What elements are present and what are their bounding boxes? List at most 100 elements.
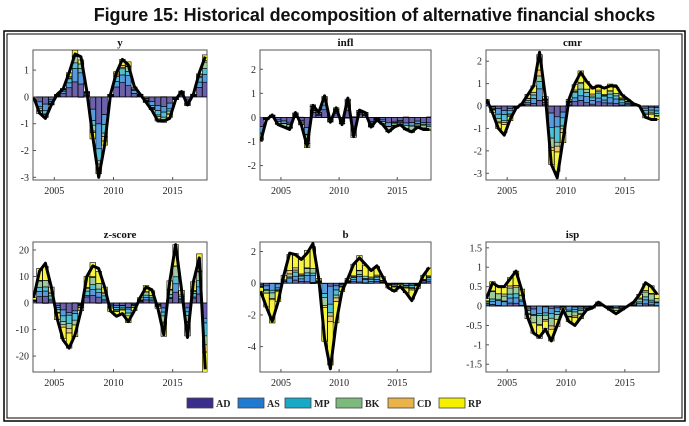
- bar-AS: [142, 296, 150, 301]
- bar-AS: [414, 120, 421, 124]
- total-line: [260, 94, 430, 148]
- y-tick-label: -1: [474, 124, 482, 135]
- bar-BK: [95, 283, 102, 290]
- bar-AS: [60, 309, 67, 317]
- bar-AD: [60, 302, 67, 311]
- bar-AS: [554, 307, 561, 312]
- bar-MP: [321, 293, 328, 298]
- bar-AD: [601, 102, 608, 107]
- plot-content: [260, 242, 431, 371]
- bar-AD: [36, 296, 43, 304]
- bar-AD: [391, 117, 398, 122]
- bar-MP: [536, 313, 543, 316]
- y-tick-label: 0.5: [470, 282, 483, 293]
- bar-CD: [286, 270, 293, 275]
- bar-CD: [327, 315, 334, 323]
- x-tick-label: 2015: [387, 186, 407, 197]
- legend-item-BK: BK: [335, 397, 380, 410]
- y-tick-label: -20: [16, 352, 29, 363]
- bar-AS: [89, 289, 96, 296]
- bar-AS: [95, 292, 102, 298]
- bar-MP: [524, 100, 531, 103]
- bar-AD: [154, 96, 161, 107]
- bar-BK: [530, 92, 537, 96]
- bar-AS: [536, 88, 543, 101]
- bar-MP: [350, 277, 357, 281]
- y-tick-label: -1: [21, 119, 29, 130]
- bar-AS: [536, 305, 543, 314]
- bar-AS: [113, 305, 120, 308]
- outer-frame: [3, 30, 686, 422]
- bar-AS: [148, 101, 156, 106]
- x-tick-label: 2005: [271, 186, 291, 197]
- bar-AS: [304, 275, 311, 283]
- bar-AS: [542, 306, 549, 314]
- plot-area: [259, 241, 432, 373]
- bar-AS: [71, 68, 79, 83]
- bar-AD: [512, 302, 520, 307]
- x-tick-label: 2010: [556, 378, 576, 389]
- bar-MP: [648, 109, 655, 113]
- bar-AD: [554, 105, 561, 118]
- x-tick-label: 2010: [103, 378, 123, 389]
- bar-MP: [408, 285, 415, 288]
- bar-MP: [512, 293, 520, 299]
- y-tick-label: 1.5: [470, 243, 483, 254]
- bar-MP: [642, 296, 649, 301]
- bar-MP: [89, 284, 96, 290]
- total-line: [260, 242, 431, 371]
- y-tick-label: -2: [21, 146, 29, 157]
- legend: AD AS MP BK CD RP: [186, 397, 481, 410]
- bar-BK: [89, 277, 96, 285]
- bar-BK: [548, 317, 555, 327]
- bar-BK: [356, 270, 363, 275]
- bar-AD: [559, 105, 567, 113]
- y-tick-label: -0.5: [466, 321, 482, 332]
- y-tick-label: 0: [251, 113, 256, 124]
- bar-BK: [530, 315, 537, 324]
- x-tick-label: 2005: [271, 378, 291, 389]
- bar-AD: [583, 102, 590, 107]
- bar-BK: [362, 275, 369, 279]
- bar-AD: [71, 81, 79, 98]
- y-tick-label: 1: [24, 66, 29, 77]
- bar-BK: [554, 141, 561, 147]
- x-tick-label: 2005: [44, 186, 64, 197]
- bar-AS: [71, 310, 79, 314]
- bar-AS: [280, 120, 287, 124]
- bar-MP: [536, 80, 543, 90]
- plot-content: [486, 50, 659, 180]
- bar-BK: [286, 273, 293, 278]
- bar-AS: [489, 300, 496, 305]
- y-tick-label: 20: [19, 245, 29, 256]
- legend-label: MP: [314, 399, 330, 410]
- bar-AD: [89, 96, 96, 110]
- y-tick-label: 2: [251, 65, 256, 76]
- bar-BK: [536, 315, 543, 325]
- bar-AS: [42, 290, 49, 297]
- bar-BK: [501, 295, 508, 302]
- plot-content: [33, 50, 207, 179]
- bar-MP: [607, 93, 614, 99]
- bar-BK: [583, 88, 590, 93]
- bar-AD: [536, 100, 543, 107]
- bar-CD: [60, 324, 67, 328]
- bar-AS: [309, 274, 316, 283]
- bar-AS: [648, 106, 655, 111]
- bar-MP: [501, 114, 508, 122]
- bar-AD: [101, 96, 108, 115]
- bar-BK: [327, 312, 334, 317]
- total-line: [486, 269, 659, 343]
- bar-CD: [507, 285, 514, 289]
- panel-y: -3 -2 -1 0 1 2005 2010 2015 y: [21, 37, 208, 197]
- bar-MP: [554, 311, 561, 315]
- bar-AD: [119, 82, 126, 98]
- bar-MP: [142, 294, 150, 298]
- bar-AD: [397, 117, 404, 121]
- bar-AD: [327, 282, 334, 287]
- bar-AS: [327, 285, 334, 305]
- bar-BK: [571, 311, 578, 317]
- x-tick-label: 2015: [163, 378, 183, 389]
- bar-AD: [402, 117, 410, 124]
- bar-MP: [577, 88, 584, 97]
